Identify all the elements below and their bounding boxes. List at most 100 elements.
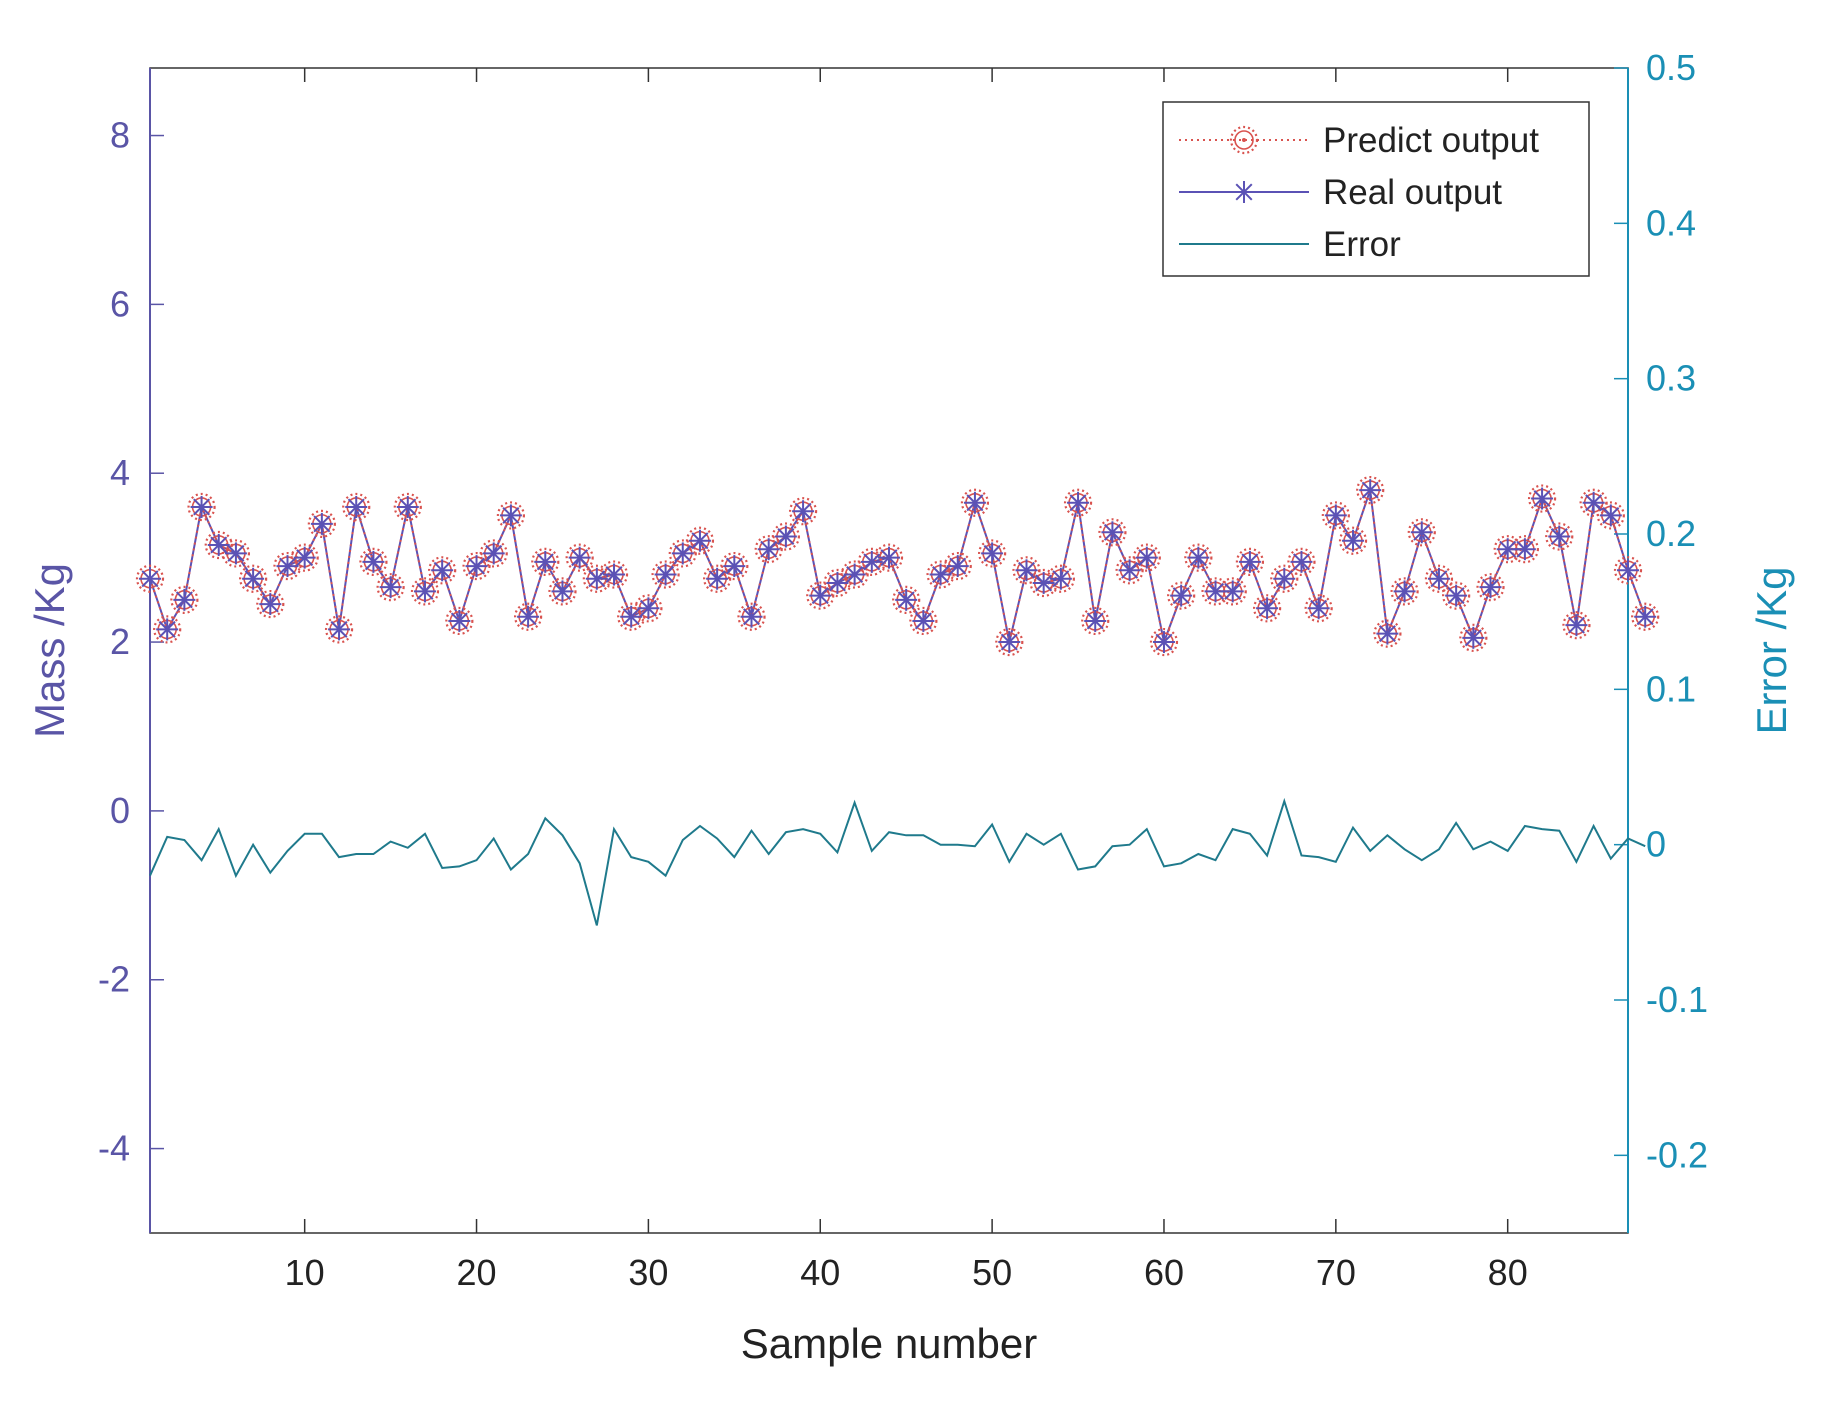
real-point [878,546,900,569]
real-point [1273,567,1296,590]
real-point [1634,605,1657,628]
real-point [1582,491,1605,514]
real-point [585,567,608,590]
real-point [1565,614,1588,637]
real-point [1427,567,1450,590]
y-right-tick-label: 0.3 [1646,358,1696,399]
real-point [981,542,1004,565]
real-point [706,567,729,590]
real-point [1531,487,1554,510]
x-tick-label: 40 [800,1252,840,1293]
real-point [310,512,333,535]
real-point [860,550,883,573]
real-point [1307,597,1330,620]
real-point [1101,521,1124,544]
real-point [173,588,196,611]
real-point [723,555,746,578]
legend-label-real: Real output [1323,173,1502,212]
real-point [1118,559,1141,582]
y-left-axis-title: Mass /Kg [26,563,73,738]
axes-layer: 10 20 30 40 50 60 70 80 -4 -2 0 2 4 6 8 -0.2 -0.1 0 0.1 0.2… [26,47,1795,1367]
real-point [293,546,316,569]
real-point [1238,550,1261,573]
x-tick-label: 10 [285,1252,325,1293]
real-point [482,542,505,565]
real-point [1049,567,1072,590]
real-point [1256,597,1279,620]
real-point [1032,571,1055,594]
real-point [1462,626,1485,649]
legend-item-error: Error [1179,225,1401,264]
real-point [637,597,660,620]
real-point [740,605,763,628]
real-point [396,495,419,518]
real-point [345,495,368,518]
real-point [1221,580,1244,603]
x-tick-label: 60 [1144,1252,1184,1293]
real-point [1204,580,1227,603]
real-point [190,495,213,518]
real-point [379,576,402,599]
real-point [259,593,282,616]
real-point [1599,504,1622,527]
x-tick-label: 80 [1488,1252,1528,1293]
legend-item-real: Real output [1179,173,1502,212]
real-point [895,588,918,611]
real-point [929,563,952,586]
real-point [551,580,574,603]
real-point [499,504,522,527]
legend-label-error: Error [1323,225,1401,264]
y-left-tick-label: 4 [110,452,130,493]
real-point [242,567,265,590]
real-point [448,609,471,632]
real-point [671,542,694,565]
real-point [1135,546,1158,569]
real-point [139,567,161,590]
y-right-axis-title: Error /Kg [1748,566,1795,734]
real-point [688,529,711,552]
real-point [224,542,247,565]
real-point [1342,529,1365,552]
real-point [963,491,986,514]
y-right-tick-label: 0.5 [1646,47,1696,88]
real-point [568,546,591,569]
legend-item-predict: Predict output [1179,121,1539,160]
y-right-tick-label: 0.4 [1646,202,1696,243]
real-point [1617,559,1639,582]
real-point [1290,550,1313,573]
real-point [620,605,643,628]
real-point [654,563,677,586]
real-point [1376,622,1399,645]
real-point [946,555,969,578]
real-point [1359,479,1382,502]
real-point [431,559,454,582]
real-point [826,571,849,594]
x-tick-label: 50 [972,1252,1012,1293]
real-point [1548,525,1571,548]
legend-label-predict: Predict output [1323,121,1539,160]
y-right-tick-label: -0.2 [1646,1134,1708,1175]
real-point [809,584,832,607]
real-point [1187,546,1210,569]
real-point [1445,584,1468,607]
real-point [757,538,780,561]
real-point [1410,521,1433,544]
real-point [774,525,797,548]
real-point [1015,559,1038,582]
real-point [1084,609,1107,632]
real-point [843,563,866,586]
real-point [912,609,935,632]
real-point [328,618,351,641]
x-tick-label: 30 [628,1252,668,1293]
y-right-tick-label: 0 [1646,824,1666,865]
real-point [276,555,299,578]
real-point [413,580,436,603]
real-point [1067,491,1090,514]
y-left-tick-label: 6 [110,283,130,324]
real-point [156,618,179,641]
y-left-tick-label: -2 [98,959,130,1000]
real-point [792,500,815,523]
y-left-tick-label: 0 [110,790,130,831]
y-right-tick-label: 0.2 [1646,513,1696,554]
